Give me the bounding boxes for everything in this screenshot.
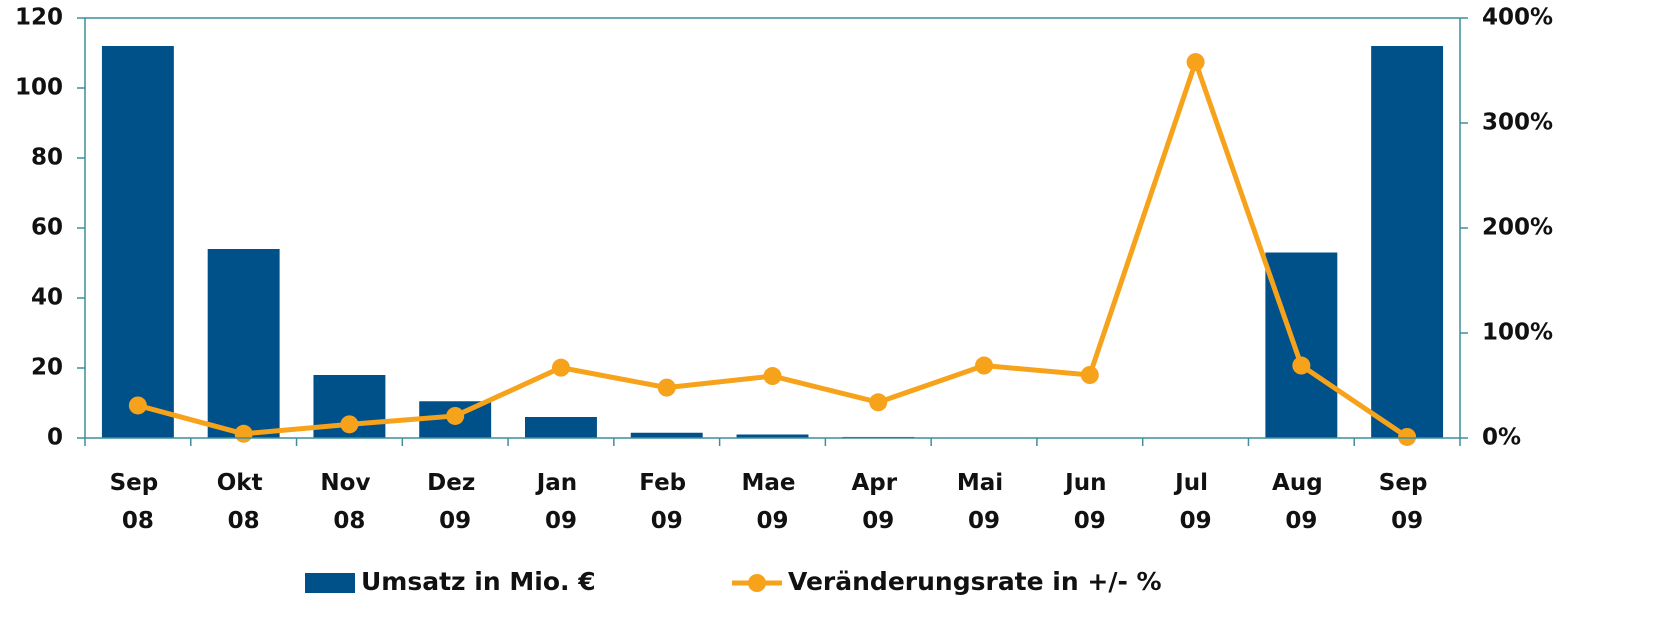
y-tick-label: 60 [31,215,63,241]
x-tick-label-line: 09 [756,508,788,534]
x-tick-label-line: 08 [228,508,260,534]
y2-tick-label: 200% [1482,215,1553,241]
line-marker [1186,53,1205,72]
x-tick-label: Feb 09 [639,470,694,534]
x-tick-label-line: 09 [651,508,683,534]
x-tick-label: Apr 09 [851,470,905,534]
x-tick-label: Jul 09 [1173,470,1216,534]
x-tick-label-line: 08 [122,508,154,534]
line-marker [1292,356,1311,375]
line-marker [1398,427,1417,446]
x-tick-label: Dez 09 [427,470,483,534]
x-tick-label: Jan 09 [535,470,585,534]
x-tick-label-line: Dez [427,470,483,496]
x-tick-label: Mae 09 [741,470,803,534]
x-tick-label-line: 09 [1074,508,1106,534]
x-tick-label-line: 09 [545,508,577,534]
line-marker [234,424,253,443]
x-tick-label-line: 08 [333,508,365,534]
x-tick-label-line: Jun [1063,470,1114,496]
x-tick-label-line: Apr [851,470,905,496]
y2-tick-label: 300% [1482,110,1553,136]
line-marker [446,406,465,425]
bar [630,432,703,438]
line-marker [975,356,994,375]
bar [736,434,809,438]
y-tick-label: 100 [15,75,63,101]
y-tick-label: 40 [31,285,63,311]
y-tick-label: 120 [15,5,63,31]
bar [207,249,280,438]
line-marker [551,358,570,377]
x-tick-label-line: Aug [1272,470,1331,496]
x-tick-label-line: 09 [1391,508,1423,534]
x-tick-label-line: Jul [1173,470,1216,496]
x-tick-label-line: 09 [968,508,1000,534]
y2-tick-label: 100% [1482,320,1553,346]
x-tick-label: Aug 09 [1272,470,1331,534]
y2-tick-label: 0% [1482,425,1521,451]
legend-label: Veränderungsrate in +/- % [788,567,1162,596]
line-marker [128,396,147,415]
x-tick-label-line: Mae [741,470,803,496]
x-tick-label-line: 09 [1285,508,1317,534]
line-marker [657,378,676,397]
x-tick-label-line: Jan [535,470,585,496]
x-tick-label-line: 09 [439,508,471,534]
x-tick-label-line: Okt [217,470,271,496]
x-tick-label-line: Feb [639,470,694,496]
legend-swatch-marker [748,574,766,592]
x-tick-label: Jun 09 [1063,470,1114,534]
x-tick-label-line: Mai [957,470,1011,496]
x-tick-label: Sep 08 [110,470,167,534]
x-tick-label-line: Nov [320,470,378,496]
y-tick-label: 0 [47,425,63,451]
y2-tick-label: 400% [1482,5,1553,31]
y-tick-label: 80 [31,145,63,171]
x-tick-label-line: 09 [862,508,894,534]
bar [525,417,597,438]
bar [101,46,174,438]
x-tick-label-line: Sep [1379,470,1436,496]
x-tick-label-line: 09 [1180,508,1212,534]
bar [1265,252,1338,438]
legend-swatch [305,573,355,593]
bar [1371,46,1444,438]
x-tick-label: Nov 08 [320,470,378,534]
y-tick-label: 20 [31,355,63,381]
x-tick-label-line: Sep [110,470,167,496]
x-tick-label: Sep 09 [1379,470,1436,534]
line-marker [1080,366,1099,384]
x-tick-label: Okt 08 [217,470,271,534]
legend-label: Umsatz in Mio. € [361,567,596,596]
line-marker [869,393,888,412]
line-marker [340,415,359,434]
x-tick-label: Mai 09 [957,470,1011,534]
line-marker [763,367,782,386]
